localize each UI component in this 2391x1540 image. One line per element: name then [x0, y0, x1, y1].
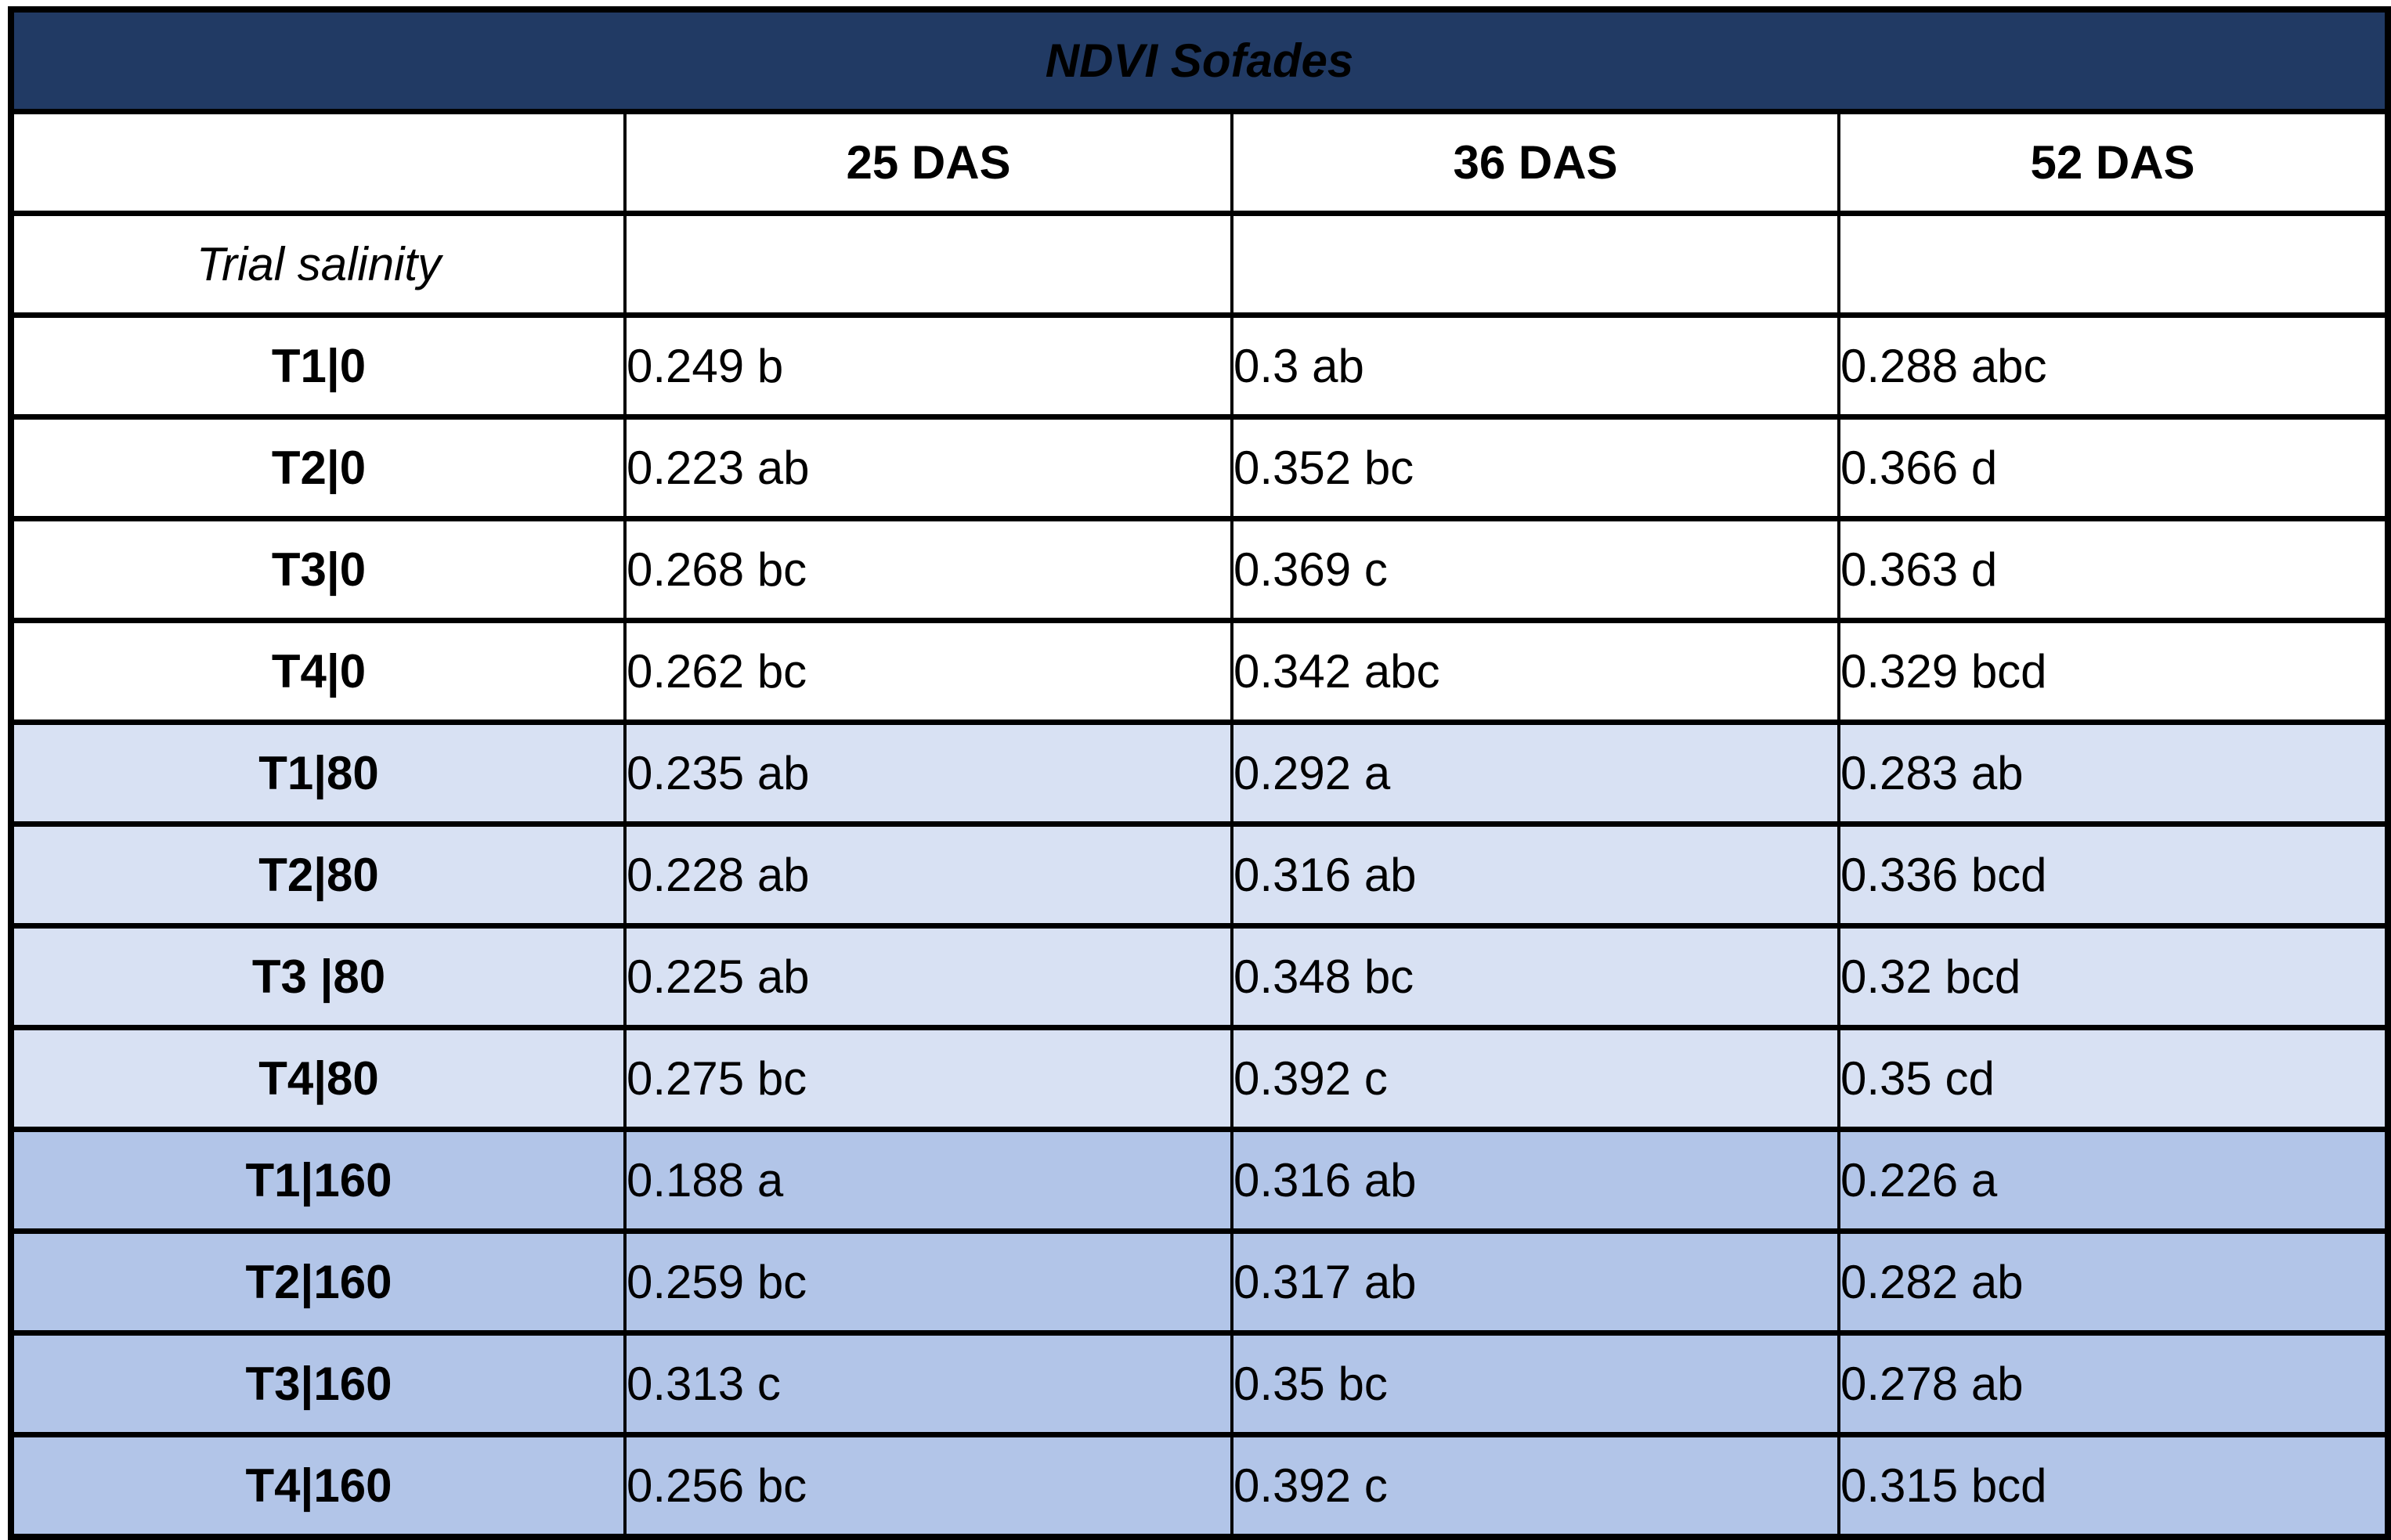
- value-cell: 0.352 bc: [1230, 414, 1840, 521]
- value-cell: 0.225 ab: [623, 923, 1233, 1030]
- value-cell: 0.392 c: [1230, 1025, 1840, 1132]
- value-cell: 0.283 ab: [1837, 720, 2389, 827]
- value-cell: 0.292 a: [1230, 720, 1840, 827]
- row-label-cell: T2|80: [9, 821, 627, 929]
- value-cell: 0.228 ab: [623, 821, 1233, 929]
- table-row: T4|0 0.262 bc 0.342 abc 0.329 bcd: [9, 618, 2389, 725]
- column-header-25das: 25 DAS: [623, 109, 1233, 216]
- value-cell: 0.315 bcd: [1837, 1432, 2389, 1540]
- row-label-cell: T3|160: [9, 1330, 627, 1437]
- value-cell: 0.392 c: [1230, 1432, 1840, 1540]
- table-row: T3 |80 0.225 ab 0.348 bc 0.32 bcd: [9, 923, 2389, 1030]
- table-row: T2|80 0.228 ab 0.316 ab 0.336 bcd: [9, 821, 2389, 929]
- value-cell: 0.226 a: [1837, 1127, 2389, 1234]
- value-cell: 0.313 c: [623, 1330, 1233, 1437]
- corner-cell: [9, 109, 627, 216]
- table-row: T3|160 0.313 c 0.35 bc 0.278 ab: [9, 1330, 2389, 1437]
- value-cell: 0.288 abc: [1837, 312, 2389, 420]
- value-cell: 0.223 ab: [623, 414, 1233, 521]
- value-cell: 0.316 ab: [1230, 821, 1840, 929]
- value-cell: 0.259 bc: [623, 1228, 1233, 1336]
- row-label-cell: T1|80: [9, 720, 627, 827]
- table-row: T1|160 0.188 a 0.316 ab 0.226 a: [9, 1127, 2389, 1234]
- value-cell: 0.348 bc: [1230, 923, 1840, 1030]
- value-cell: 0.3 ab: [1230, 312, 1840, 420]
- value-cell: 0.282 ab: [1837, 1228, 2389, 1336]
- section-label-row: Trial salinity: [9, 211, 2389, 318]
- table-row: T4|160 0.256 bc 0.392 c 0.315 bcd: [9, 1432, 2389, 1540]
- value-cell: 0.256 bc: [623, 1432, 1233, 1540]
- value-cell: 0.316 ab: [1230, 1127, 1840, 1234]
- row-label-cell: T3|0: [9, 516, 627, 623]
- value-cell: 0.32 bcd: [1837, 923, 2389, 1030]
- value-cell: 0.278 ab: [1837, 1330, 2389, 1437]
- value-cell: 0.363 d: [1837, 516, 2389, 623]
- row-label-cell: T1|0: [9, 312, 627, 420]
- row-label-cell: T4|0: [9, 618, 627, 725]
- column-header-36das: 36 DAS: [1230, 109, 1840, 216]
- value-cell: 0.268 bc: [623, 516, 1233, 623]
- empty-cell: [623, 211, 1233, 318]
- empty-cell: [1230, 211, 1840, 318]
- table-row: T1|80 0.235 ab 0.292 a 0.283 ab: [9, 720, 2389, 827]
- column-header-52das: 52 DAS: [1837, 109, 2389, 216]
- value-cell: 0.249 b: [623, 312, 1233, 420]
- table-title: NDVI Sofades: [9, 6, 2389, 114]
- value-cell: 0.262 bc: [623, 618, 1233, 725]
- value-cell: 0.329 bcd: [1837, 618, 2389, 725]
- trial-salinity-label: Trial salinity: [9, 211, 627, 318]
- value-cell: 0.369 c: [1230, 516, 1840, 623]
- table-row: T2|160 0.259 bc 0.317 ab 0.282 ab: [9, 1228, 2389, 1336]
- table-row: T4|80 0.275 bc 0.392 c 0.35 cd: [9, 1025, 2389, 1132]
- value-cell: 0.336 bcd: [1837, 821, 2389, 929]
- table-row: T3|0 0.268 bc 0.369 c 0.363 d: [9, 516, 2389, 623]
- value-cell: 0.35 bc: [1230, 1330, 1840, 1437]
- value-cell: 0.317 ab: [1230, 1228, 1840, 1336]
- table-row: T2|0 0.223 ab 0.352 bc 0.366 d: [9, 414, 2389, 521]
- empty-cell: [1837, 211, 2389, 318]
- value-cell: 0.342 abc: [1230, 618, 1840, 725]
- row-label-cell: T2|0: [9, 414, 627, 521]
- row-label-cell: T4|80: [9, 1025, 627, 1132]
- row-label-cell: T3 |80: [9, 923, 627, 1030]
- page: NDVI Sofades 25 DAS 36 DAS 52 DAS Trial …: [8, 6, 2391, 1540]
- value-cell: 0.235 ab: [623, 720, 1233, 827]
- ndvi-table: NDVI Sofades 25 DAS 36 DAS 52 DAS Trial …: [8, 6, 2391, 1540]
- value-cell: 0.366 d: [1837, 414, 2389, 521]
- value-cell: 0.275 bc: [623, 1025, 1233, 1132]
- header-row: 25 DAS 36 DAS 52 DAS: [9, 109, 2389, 216]
- row-label-cell: T2|160: [9, 1228, 627, 1336]
- value-cell: 0.35 cd: [1837, 1025, 2389, 1132]
- row-label-cell: T1|160: [9, 1127, 627, 1234]
- table-row: T1|0 0.249 b 0.3 ab 0.288 abc: [9, 312, 2389, 420]
- row-label-cell: T4|160: [9, 1432, 627, 1540]
- title-row: NDVI Sofades: [9, 6, 2389, 114]
- value-cell: 0.188 a: [623, 1127, 1233, 1234]
